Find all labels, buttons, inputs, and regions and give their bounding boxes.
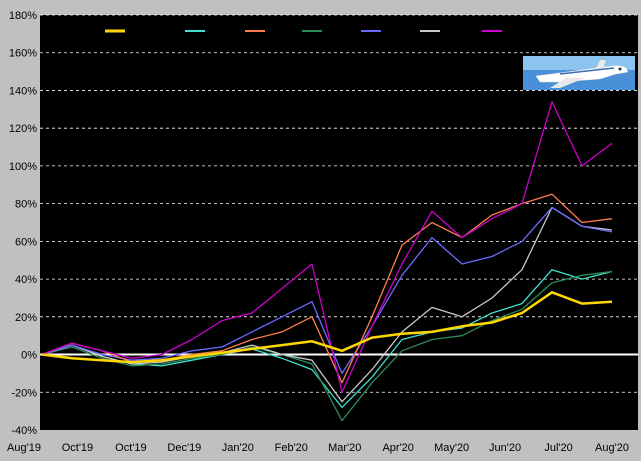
x-tick-label: Oct'19 (115, 442, 146, 454)
x-tick-label: Aug'20 (595, 442, 629, 454)
legend-label-paas: PAAS (506, 23, 541, 38)
y-tick-label: 160% (9, 48, 37, 60)
x-tick-label: May'20 (434, 442, 469, 454)
y-tick-label: -40% (11, 425, 37, 437)
series-line-paas (41, 101, 613, 393)
x-tick-label: Aug'19 (7, 442, 41, 454)
x-tick-label: Mar'20 (328, 442, 361, 454)
x-tick-label: Jan'20 (222, 442, 254, 454)
legend-label-gold: GOLD (129, 23, 167, 38)
legend-label-aem: AEM (326, 23, 355, 38)
legend-label-gdx: GDX (209, 23, 238, 38)
legend-label-sil: SIL (444, 23, 464, 38)
y-tick-label: 0% (21, 350, 37, 362)
x-tick-label: Jul'20 (544, 442, 572, 454)
series-line-fnv (41, 206, 613, 375)
y-tick-label: 80% (15, 199, 37, 211)
series-lines (41, 101, 613, 422)
y-tick-label: 120% (9, 123, 37, 135)
grid-lines (40, 14, 638, 393)
y-tick-label: 40% (15, 274, 37, 286)
y-tick-label: 140% (9, 85, 37, 97)
series-line-aem (41, 270, 613, 422)
y-tick-label: -20% (11, 387, 37, 399)
x-axis-ticks: Aug'19 Oct'19 Oct'19 Dec'19 Jan'20 Feb'20 Mar'… (7, 442, 629, 454)
x-tick-label: Apr'20 (382, 442, 413, 454)
y-tick-label: 100% (9, 161, 37, 173)
legend-label-nem: NEM (269, 23, 298, 38)
legend: GOLD GDX NEM AEM FNV SIL PAAS (105, 23, 541, 38)
x-tick-label: Dec'19 (167, 442, 201, 454)
y-tick-label: 20% (15, 312, 37, 324)
x-tick-label: Jun'20 (489, 442, 521, 454)
series-line-gold (41, 291, 613, 364)
x-tick-label: Oct'19 (62, 442, 93, 454)
y-tick-label: 60% (15, 236, 37, 248)
y-axis-ticks: -40% -20% 0% 20% 40% 60% 80% 100% 120% 140% 160% 18… (9, 10, 37, 437)
y-tick-label: 180% (9, 10, 37, 22)
airplane-photo (523, 56, 635, 90)
series-line-sil (41, 206, 613, 403)
x-tick-label: Feb'20 (275, 442, 308, 454)
legend-label-fnv: FNV (385, 23, 411, 38)
